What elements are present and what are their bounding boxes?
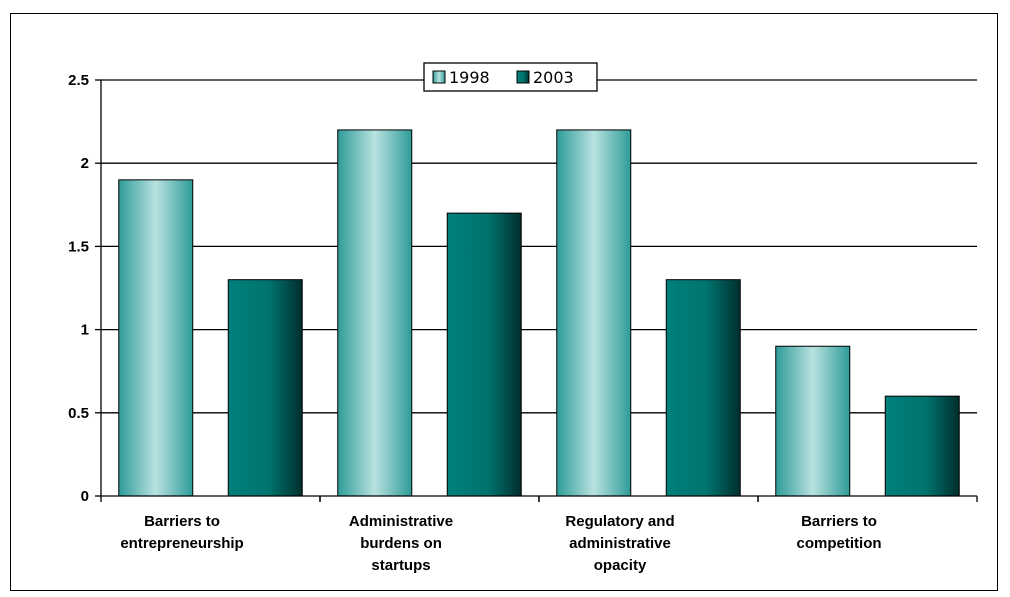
x-category-labels: Barriers to entrepreneurship Administrativ… xyxy=(120,513,881,574)
x-category-label-line: competition xyxy=(797,535,882,552)
y-tick-label: 1.5 xyxy=(68,238,89,255)
bar-1998-0 xyxy=(118,179,194,497)
x-category-label: Administrative burdens on startups xyxy=(349,513,453,574)
x-category-label-line: Barriers to xyxy=(144,513,220,530)
y-tick-label: 0.5 xyxy=(68,405,89,422)
bar-2003-3 xyxy=(884,395,960,497)
bar-2003-2 xyxy=(665,279,741,497)
legend-label-1998: 1998 xyxy=(449,68,490,87)
legend-box xyxy=(423,62,598,92)
bar-1998-2 xyxy=(556,129,632,497)
y-tick-label: 2 xyxy=(81,155,89,172)
x-category-label-line: opacity xyxy=(594,557,647,574)
y-tick-label: 2.5 xyxy=(68,72,89,89)
x-category-label-line: Administrative xyxy=(349,513,453,530)
legend-label-2003: 2003 xyxy=(533,68,574,87)
bar-2003-1 xyxy=(446,212,522,497)
x-category-label-line: burdens on xyxy=(360,535,442,552)
x-category-label: Regulatory and administrative opacity xyxy=(565,513,674,574)
legend-swatch-1998 xyxy=(432,70,446,84)
bar-chart: 0 0.5 1 1.5 2 2.5 Barriers to entrepreneurship… xyxy=(68,62,978,574)
y-tick-label: 0 xyxy=(81,488,89,505)
x-category-label-line: Regulatory and xyxy=(565,513,674,530)
y-tick-labels: 0 0.5 1 1.5 2 2.5 xyxy=(68,72,89,505)
legend-swatch-2003 xyxy=(516,70,530,84)
bar-2003-0 xyxy=(227,279,303,497)
axes xyxy=(95,79,978,502)
x-category-label: Barriers to competition xyxy=(797,513,882,552)
x-category-label-line: Barriers to xyxy=(801,513,877,530)
legend: 1998 2003 xyxy=(423,62,598,92)
chart-frame: 0 0.5 1 1.5 2 2.5 Barriers to entrepreneurship… xyxy=(10,13,998,591)
bars xyxy=(118,129,960,497)
bar-1998-3 xyxy=(775,345,851,497)
bar-1998-1 xyxy=(337,129,413,497)
x-category-label-line: entrepreneurship xyxy=(120,535,243,552)
y-tick-label: 1 xyxy=(81,322,89,339)
x-category-label-line: startups xyxy=(371,557,430,574)
x-category-label-line: administrative xyxy=(569,535,671,552)
x-category-label: Barriers to entrepreneurship xyxy=(120,513,243,552)
